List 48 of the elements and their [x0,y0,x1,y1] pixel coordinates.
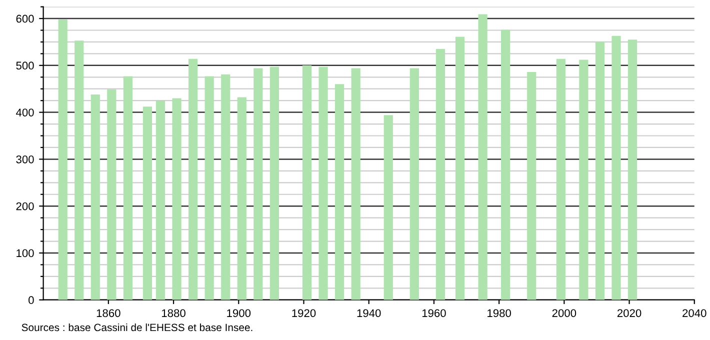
bar [455,36,465,300]
bar [384,115,393,300]
bar [142,106,152,300]
bar [302,65,312,300]
x-tick-label: 2020 [617,309,642,318]
x-tick-label: 1860 [96,309,120,318]
x-tick-label: 1880 [162,309,186,318]
source-note: Sources : base Cassini de l'EHESS et base Insee. [22,323,252,332]
x-tick-label: 1960 [422,309,446,318]
bar [612,36,621,300]
bar [237,97,246,300]
y-tick-label: 400 [16,108,34,116]
y-tick-label: 100 [16,249,34,258]
bar [318,66,328,300]
bar [156,101,166,300]
bar [351,68,360,300]
bar [90,94,100,300]
bar [123,76,133,300]
bar [501,30,510,300]
bar [188,58,198,300]
bar [107,89,116,300]
bar [204,76,214,300]
bar [628,40,638,300]
y-tick-label: 0 [28,296,34,304]
bar [436,49,446,300]
x-tick-label: 1900 [227,309,251,318]
y-tick-label: 300 [16,155,34,164]
y-tick-label: 200 [16,202,34,210]
x-tick-label: 1940 [357,309,381,318]
bar [270,66,279,300]
bar [221,74,230,300]
x-tick-label: 2040 [682,309,706,318]
x-tick-label: 1920 [292,309,316,318]
bar [58,19,68,300]
bar [478,14,488,300]
bar [579,60,588,300]
bar [595,42,605,300]
x-tick-label: 1980 [488,309,511,318]
x-tick-label: 2000 [552,309,576,318]
bar [74,40,84,300]
bar [334,84,344,300]
bar [254,68,263,300]
bar [410,68,419,300]
bar [172,98,182,300]
bar [556,58,566,300]
y-tick-label: 500 [16,62,34,70]
bar [527,72,536,300]
y-tick-label: 600 [16,14,34,23]
